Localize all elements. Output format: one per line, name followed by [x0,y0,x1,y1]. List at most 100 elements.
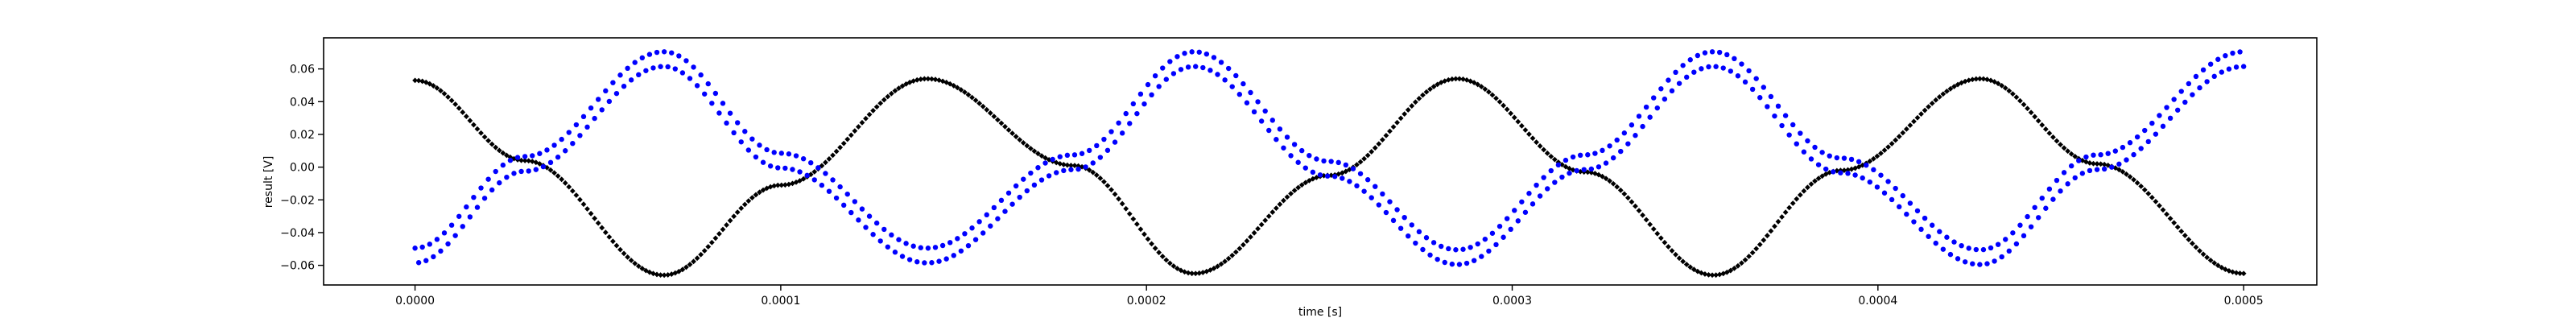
data-point [1731,266,1737,271]
data-point [1537,193,1543,199]
data-point [1980,246,1987,253]
data-point [588,210,594,217]
data-point [448,97,455,104]
data-point [1050,156,1055,163]
data-point [936,258,942,264]
data-point [1123,205,1129,212]
data-point [676,53,682,59]
data-point [456,213,462,219]
data-point [2141,187,2148,193]
data-point [1269,118,1275,123]
data-point [1174,54,1180,60]
data-point [708,239,715,246]
data-point [1423,89,1430,95]
data-point [1460,246,1466,252]
data-point [493,168,498,175]
data-point [1281,197,1286,204]
data-point [1185,64,1191,70]
data-point [1368,149,1375,155]
data-point [877,100,884,106]
data-point [1856,163,1862,170]
data-point [643,68,649,73]
data-point [1951,84,1957,89]
data-point [1339,170,1345,176]
data-point [852,128,858,134]
data-point [2215,262,2221,269]
data-point [419,244,425,250]
data-point [1541,147,1547,153]
data-point [2164,211,2169,217]
data-point [899,83,906,89]
data-point [1541,175,1546,180]
data-point [1035,165,1041,171]
data-point [1439,243,1444,250]
data-point [1240,242,1246,248]
data-point [1907,200,1913,206]
data-point [566,184,572,190]
data-point [958,248,964,254]
data-point [1716,49,1723,56]
data-point [892,88,898,94]
data-point [1394,119,1400,126]
data-point [1918,226,1924,233]
data-point [2065,148,2071,155]
data-point [1266,127,1272,134]
data-point [1486,248,1492,254]
data-point [2010,230,2016,236]
data-point [2204,254,2211,261]
data-point [837,144,844,151]
data-point [2197,85,2202,91]
data-point [1658,86,1664,92]
data-point [2219,264,2225,270]
data-point [1878,151,1884,156]
data-point [1878,172,1884,178]
data-point [1229,84,1235,89]
data-point [1288,191,1294,196]
data-point [1841,167,1847,173]
data-point [1870,155,1876,162]
data-point [1926,233,1931,239]
data-point [1867,179,1873,185]
data-point [1761,85,1766,90]
data-point [1559,174,1565,180]
x-tick-label: 0.0003 [1492,295,1532,308]
data-point [1493,242,1499,248]
data-point [635,263,642,270]
data-point [1302,165,1308,171]
data-point [1258,221,1265,228]
data-point [1225,65,1232,72]
data-point [1889,141,1895,147]
data-point [636,72,642,78]
data-point [1046,173,1052,179]
data-point [1885,179,1891,184]
data-point [1376,202,1382,208]
data-point [625,254,631,260]
data-point [2153,131,2159,137]
data-point [592,215,598,221]
data-point [767,163,774,169]
data-point [823,171,828,176]
data-point [2068,163,2074,169]
data-point [595,220,601,226]
data-point [1657,235,1664,242]
data-point [621,250,627,257]
data-point [1911,118,1917,125]
data-point [679,266,686,273]
data-point [1881,190,1888,196]
data-point [1852,172,1858,178]
data-point [1054,170,1059,175]
data-point [1548,167,1554,174]
data-point [1093,172,1100,178]
data-point [1845,167,1851,173]
data-point [632,60,638,65]
data-point [694,255,700,262]
data-point [2109,164,2115,170]
data-point [1900,130,1906,136]
data-point [1801,149,1807,155]
data-point [1955,81,1961,88]
data-point [1739,61,1744,67]
data-point [1790,200,1796,206]
data-point [1724,269,1730,275]
data-point [1970,261,1975,266]
